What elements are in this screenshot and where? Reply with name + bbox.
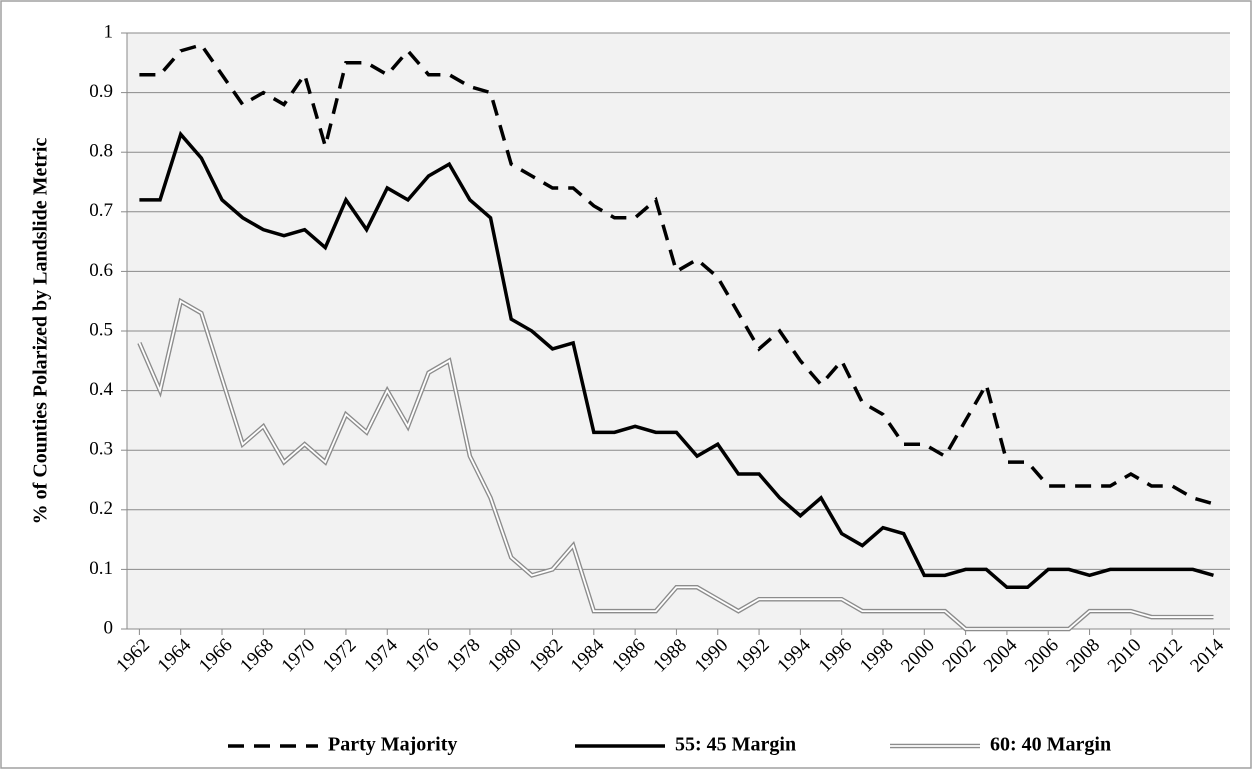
legend-label: 60: 40 Margin (990, 734, 1111, 756)
y-tick-label: 0.5 (89, 319, 113, 340)
y-tick-label: 0.1 (89, 558, 113, 579)
y-tick-label: 0.9 (89, 81, 113, 102)
y-axis-label: % of Counties Polarized by Landslide Met… (30, 138, 52, 525)
y-tick-label: 0 (104, 617, 114, 638)
y-tick-label: 0.2 (89, 498, 113, 519)
legend-label: Party Majority (328, 734, 457, 756)
series-line (139, 42, 1214, 506)
y-tick-label: 0.3 (89, 439, 113, 460)
series-line-inner (138, 299, 1214, 630)
y-tick-label: 1 (104, 21, 114, 42)
y-tick-label: 0.6 (89, 260, 113, 281)
y-tick-label: 0.7 (89, 200, 113, 221)
legend-label: 55: 45 Margin (675, 734, 796, 756)
y-tick-label: 0.4 (89, 379, 113, 400)
series-line (139, 130, 1214, 590)
y-tick-label: 0.8 (89, 141, 113, 162)
